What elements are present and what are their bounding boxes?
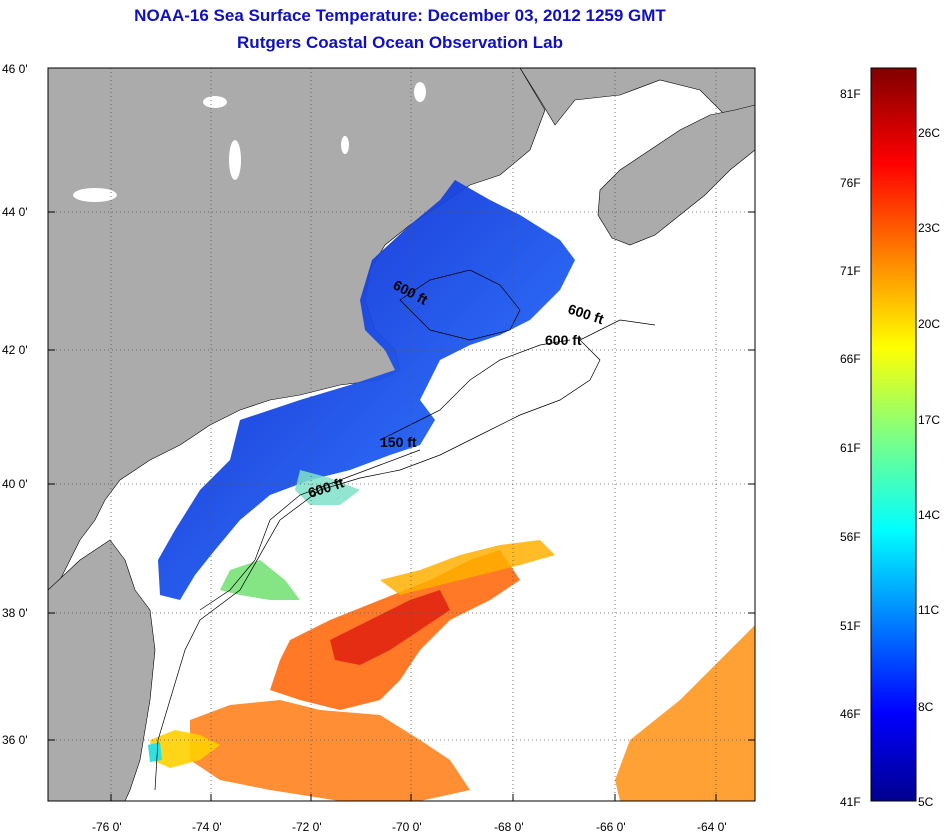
us-land [48, 68, 755, 141]
contour-label-150ft: 150 ft [380, 434, 417, 450]
contour-label-600ft-c: 600 ft [545, 332, 582, 348]
lon-label: -74 0' [192, 820, 222, 834]
lat-label: 42 0' [2, 343, 28, 357]
lon-label: -68 0' [494, 820, 524, 834]
map-subtitle: Rutgers Coastal Ocean Observation Lab [237, 33, 563, 52]
colorbar-f-label: 71F [840, 264, 861, 278]
lat-label: 40 0' [2, 477, 28, 491]
colorbar-c-label: 23C [918, 221, 940, 235]
warm-water-red [330, 590, 450, 665]
colorbar-c-labels: 26C 23C 20C 17C 14C 11C 8C 5C [918, 126, 940, 809]
colorbar-c-label: 20C [918, 317, 940, 331]
hatteras-cyan [148, 742, 162, 762]
lon-label: -72 0' [292, 820, 322, 834]
map-area: 600 ft 600 ft 600 ft 150 ft 600 ft [48, 68, 755, 801]
colorbar-c-label: 8C [918, 700, 934, 714]
colorbar-f-label: 46F [840, 707, 861, 721]
colorbar-c-label: 26C [918, 126, 940, 140]
land-lakes [73, 82, 426, 202]
lat-label: 38 0' [2, 606, 28, 620]
lon-label: -66 0' [596, 820, 626, 834]
lat-label: 36 0' [2, 733, 28, 747]
colorbar-c-label: 11C [918, 603, 939, 617]
colorbar-f-label: 41F [840, 795, 861, 809]
colorbar-f-label: 66F [840, 352, 861, 366]
colorbar-f-label: 81F [840, 87, 861, 101]
lat-label: 44 0' [2, 205, 28, 219]
bathymetry-contours [154, 269, 656, 791]
warm-water-east [615, 625, 755, 801]
map-title: NOAA-16 Sea Surface Temperature: Decembe… [134, 6, 666, 25]
warm-water-yellow [380, 540, 555, 595]
colorbar-c-label: 5C [918, 795, 934, 809]
colorbar-f-labels: 81F 76F 71F 66F 61F 56F 51F 46F 41F [840, 87, 861, 809]
colorbar-f-label: 76F [840, 176, 861, 190]
map-ticks [48, 211, 755, 801]
colorbar-f-label: 61F [840, 441, 861, 455]
shelf-cold-water [158, 180, 575, 600]
colorbar-c-label: 14C [918, 508, 940, 522]
cape-hatteras-warm [150, 730, 220, 768]
chesapeake-land [48, 539, 156, 801]
colorbar-f-label: 56F [840, 530, 861, 544]
colorbar: 81F 76F 71F 66F 61F 56F 51F 46F 41F 26C … [840, 67, 940, 809]
warm-water-south [190, 700, 470, 801]
map-frame [47, 67, 756, 802]
lon-label: -76 0' [92, 820, 122, 834]
colorbar-gradient [870, 67, 917, 802]
lon-label: -70 0' [392, 820, 422, 834]
colorbar-c-label: 17C [918, 413, 940, 427]
lat-label: 46 0' [2, 62, 28, 76]
colorbar-f-label: 51F [840, 619, 861, 633]
lon-label: -64 0' [697, 820, 727, 834]
